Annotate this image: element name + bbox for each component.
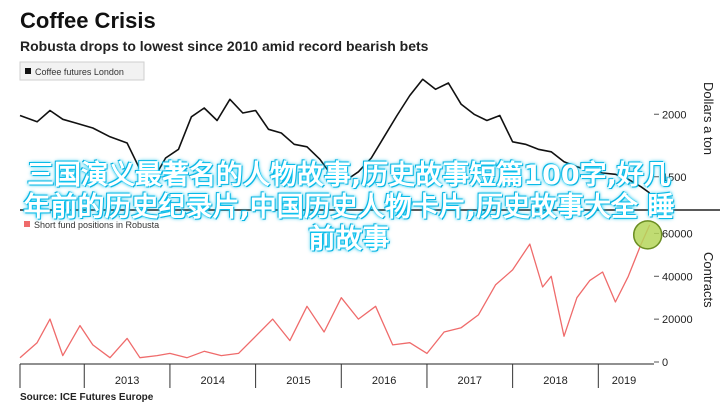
series-line-coffee-futures [19, 78, 651, 194]
series-line-short-positions [19, 224, 651, 359]
x-tick-label-2017: 2017 [458, 375, 482, 387]
legend-coffee-box [19, 61, 145, 81]
x-tick-label-2015: 2015 [286, 375, 310, 387]
y-axis-label-upper: Dollars a ton [701, 82, 716, 155]
x-tick-label-2013: 2013 [115, 375, 139, 387]
overlay-text: 三国演义最著名的人物故事,历史故事短篇100字,好几年前的历史纪录片,中国历史人… [23, 160, 675, 255]
y-tick-label-upper-1: 2000 [662, 109, 686, 121]
y-tick-label-upper-0: 1500 [662, 172, 686, 184]
y-tick-label-lower-3: 60000 [662, 228, 693, 240]
x-tick-label-2019: 2019 [612, 375, 636, 387]
y-tick-label-lower-0: 0 [662, 357, 668, 369]
x-tick-label-2016: 2016 [372, 375, 396, 387]
legend-short-label: Short fund positions in Robusta [34, 220, 159, 230]
chart-title: Coffee Crisis [20, 8, 156, 33]
y-tick-label-lower-2: 40000 [662, 271, 693, 283]
chart-subtitle: Robusta drops to lowest since 2010 amid … [20, 38, 429, 54]
chart-source: Source: ICE Futures Europe [20, 392, 154, 403]
x-tick-label-2018: 2018 [543, 375, 567, 387]
y-axis-label-lower: Contracts [701, 252, 716, 308]
legend-short-swatch [24, 221, 30, 227]
highlight-circle [632, 220, 663, 250]
legend-coffee-label: Coffee futures London [35, 67, 124, 77]
x-tick-label-2014: 2014 [201, 375, 225, 387]
y-tick-label-lower-1: 20000 [662, 314, 693, 326]
legend-coffee-swatch [25, 68, 31, 74]
